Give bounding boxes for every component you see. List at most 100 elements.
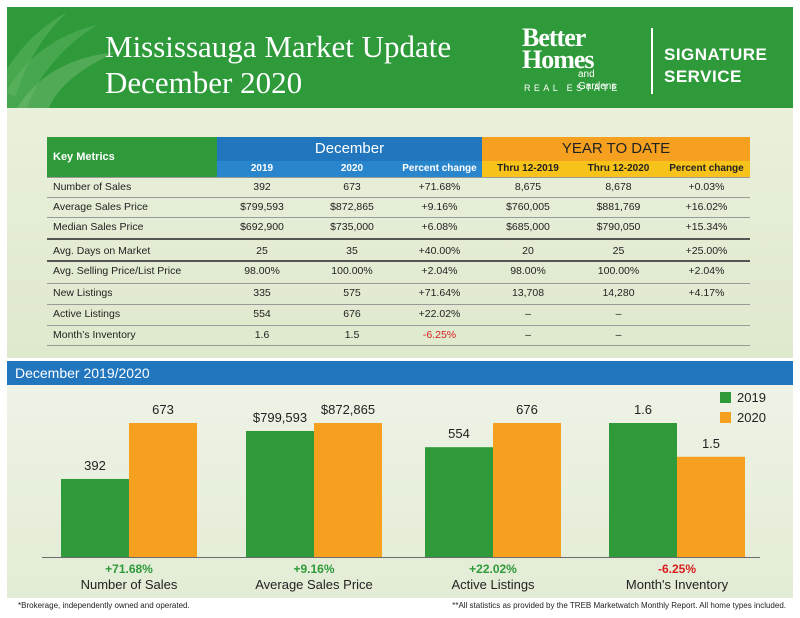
table-cell: +9.16% [421,201,458,213]
table-cell: 554 [253,308,271,320]
table-cell: 676 [343,308,361,320]
title-line-1: Mississauga Market Update [105,29,452,64]
bar-value-label: $799,593 [253,410,307,425]
brand-logo: Better Homes and Gardens REAL ESTATE [522,24,632,94]
table-cell: 35 [346,245,358,257]
row-divider [47,238,750,240]
bar-value-label: 392 [84,458,106,473]
table-cell: 13,708 [511,287,545,299]
table-cell: 8,675 [514,181,542,193]
table-row: Number of Sales 392 673 +71.68% 8,675 8,678 +0… [47,177,750,197]
ytd-group-label: YEAR TO DATE [561,140,671,157]
leaf-graphic [7,12,117,108]
table-cell: 575 [343,287,361,299]
table-cell: $872,865 [330,201,374,213]
row-divider [47,325,750,326]
metric-label: Median Sales Price [53,221,144,233]
table-cell: +25.00% [685,245,728,257]
page-title: Mississauga Market Update December 2020 [105,29,451,101]
table-cell: 100.00% [331,265,373,277]
row-divider [47,217,750,218]
table-row: Month’s Inventory 1.6 1.5 -6.25% – – [47,325,750,345]
brand-divider [651,28,653,94]
row-divider [47,260,750,262]
bar-value-label: 554 [448,426,470,441]
table-corner-header [47,137,217,177]
column-header: Thru 12-2020 [587,163,650,174]
table-row: Median Sales Price $692,900 $735,000 +6.08%… [47,217,750,237]
column-header: 2019 [250,163,274,174]
table-cell: 392 [253,181,271,193]
title-line-2: December 2020 [105,65,303,100]
table-cell: 98.00% [510,265,546,277]
table-cell: 1.5 [344,329,360,341]
service-line-2: SERVICE [664,67,742,86]
row-divider [47,304,750,305]
footnote-left: *Brokerage, independently owned and oper… [18,601,190,610]
bar-2019 [246,430,314,557]
table-cell: $799,593 [240,201,284,213]
legend-label: 2020 [737,410,766,425]
category-label: Average Sales Price [255,577,373,592]
bar-value-label: $872,865 [321,402,375,417]
row-divider [47,197,750,198]
bar-2019 [61,478,129,557]
bar-value-label: 676 [516,402,538,417]
table-cell: +0.03% [688,181,725,193]
column-header: Thru 12-2019 [497,163,559,174]
table-cell: +6.08% [421,221,458,233]
table-cell: 1.6 [254,329,270,341]
table-cell: 20 [522,245,534,257]
bar-value-label: 1.6 [634,402,652,417]
bar-2019 [425,447,493,557]
table-cell: 25 [256,245,268,257]
table-row: Avg. Selling Price/List Price 98.00% 100.0… [47,261,750,281]
table-cell: 98.00% [244,265,280,277]
table-cell: – [615,329,622,341]
bar-2020 [677,456,745,557]
table-cell: $692,900 [240,221,284,233]
table-row: Active Listings 554 676 +22.02% – – [47,304,750,324]
table-cell: +40.00% [418,245,461,257]
bar-value-label: 673 [152,402,174,417]
table-cell: $790,050 [596,221,641,233]
legend-swatch [720,392,731,403]
table-cell: +22.02% [418,308,461,320]
metric-label: New Listings [53,287,113,299]
table-cell: $685,000 [506,221,550,233]
bar-2020 [314,423,382,557]
table-cell: +16.02% [685,201,728,213]
table-corner-label: Key Metrics [53,151,115,163]
row-divider [47,345,750,346]
table-cell: 14,280 [602,287,635,299]
ytd-group-header [482,137,750,161]
metric-label: Active Listings [53,308,121,320]
table-cell: +15.34% [685,221,728,233]
table-cell: +71.68% [418,181,461,193]
table-cell: 673 [343,181,361,193]
bar-2020 [493,423,561,557]
december-group-label: December [314,140,385,157]
december-group-header [217,137,482,161]
table-row: Avg. Days on Market 25 35 +40.00% 20 25 +25.00… [47,241,750,261]
column-header: Percent change [402,163,477,174]
footnote-right: **All statistics as provided by the TREB… [452,601,786,610]
table-row: New Listings 335 575 +71.64% 13,708 14,280 +4.… [47,283,750,303]
header-banner: Mississauga Market Update December 2020 [7,7,793,108]
table-cell: 8,678 [605,181,632,193]
header-divider [47,177,750,178]
metric-label: Month’s Inventory [53,329,136,341]
table-cell: – [525,329,531,341]
brand-real-estate: REAL ESTATE [524,83,621,93]
bar-2019 [609,423,677,557]
percent-change-label: +9.16% [293,562,334,576]
table-row: Average Sales Price $799,593 $872,865 +9.16… [47,197,750,217]
category-label: Month's Inventory [626,577,729,592]
percent-change-label: +22.02% [469,562,517,576]
table-cell: +2.04% [688,265,725,277]
legend-label: 2019 [737,390,766,405]
table-cell: +2.04% [421,265,458,277]
signature-service-label: SIGNATURE SERVICE [664,44,767,88]
